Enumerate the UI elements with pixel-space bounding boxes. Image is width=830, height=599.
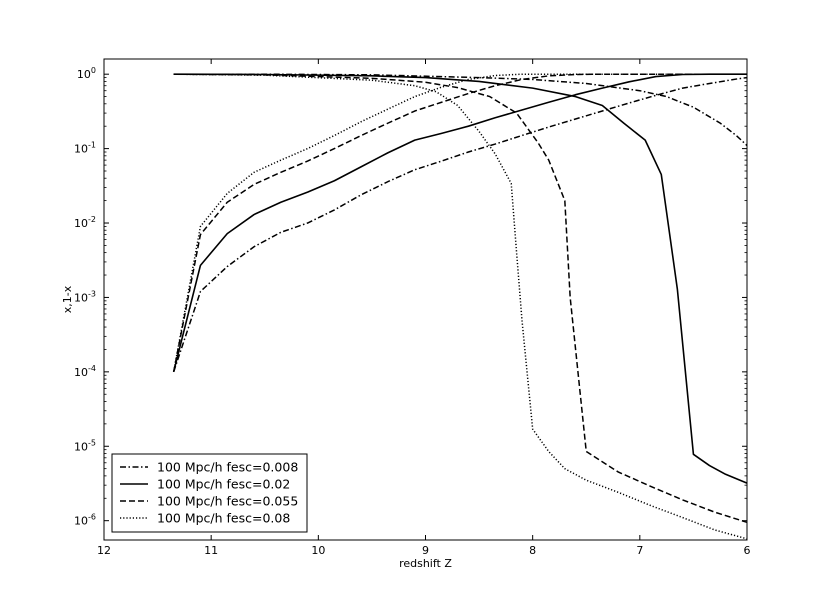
y-tick-label: 10-4 [74, 364, 96, 379]
series-2-neutral-line [173, 73, 748, 484]
x-tick-label: 9 [422, 544, 429, 557]
x-tick-label: 8 [529, 544, 536, 557]
legend-label-3: 100 Mpc/h fesc=0.055 [157, 494, 298, 509]
y-tick-label: 100 [77, 66, 96, 81]
y-tick-base: 10 [74, 217, 88, 230]
y-tick-exponent: -1 [88, 141, 96, 150]
legend-box [111, 453, 308, 533]
series-1-neutral-line [173, 73, 748, 147]
y-tick-base: 10 [74, 440, 88, 453]
y-tick-base: 10 [77, 68, 91, 81]
x-tick-label: 12 [97, 544, 111, 557]
legend-label-2: 100 Mpc/h fesc=0.02 [157, 477, 290, 492]
x-axis-title: redshift Z [399, 557, 452, 570]
x-tick-label: 6 [744, 544, 751, 557]
y-tick-exponent: -3 [88, 289, 96, 298]
y-tick-label: 10-2 [74, 215, 96, 230]
series-2-ionized-line [172, 73, 747, 373]
x-tick-label: 11 [204, 544, 218, 557]
x-tick-label: 7 [636, 544, 643, 557]
series-3-neutral-line [173, 73, 748, 524]
x-axis: 12 11 10 9 8 7 6 [97, 59, 751, 557]
series-layer [172, 73, 748, 540]
series-4-neutral-line [173, 73, 748, 540]
legend: 100 Mpc/h fesc=0.008 100 Mpc/h fesc=0.02 1… [111, 453, 308, 533]
legend-label-1: 100 Mpc/h fesc=0.008 [157, 460, 298, 475]
y-tick-exponent: 0 [91, 66, 96, 75]
legend-label-4: 100 Mpc/h fesc=0.08 [157, 511, 290, 526]
y-tick-label: 10-5 [74, 438, 96, 453]
y-tick-exponent: -6 [88, 513, 96, 522]
y-tick-base: 10 [74, 366, 88, 379]
y-tick-base: 10 [74, 291, 88, 304]
y-tick-exponent: -5 [88, 438, 96, 447]
y-tick-exponent: -2 [88, 215, 96, 224]
x-tick-label: 10 [311, 544, 325, 557]
series-4-ionized-line [172, 73, 747, 372]
y-tick-base: 10 [74, 143, 88, 156]
series-1-ionized-line [172, 76, 748, 373]
y-tick-label: 10-3 [74, 289, 96, 304]
y-axis-title: x,1-x [61, 285, 74, 313]
y-tick-base: 10 [74, 515, 88, 528]
y-tick-label: 10-1 [74, 141, 96, 156]
y-tick-exponent: -4 [88, 364, 96, 373]
y-tick-label: 10-6 [74, 513, 96, 528]
